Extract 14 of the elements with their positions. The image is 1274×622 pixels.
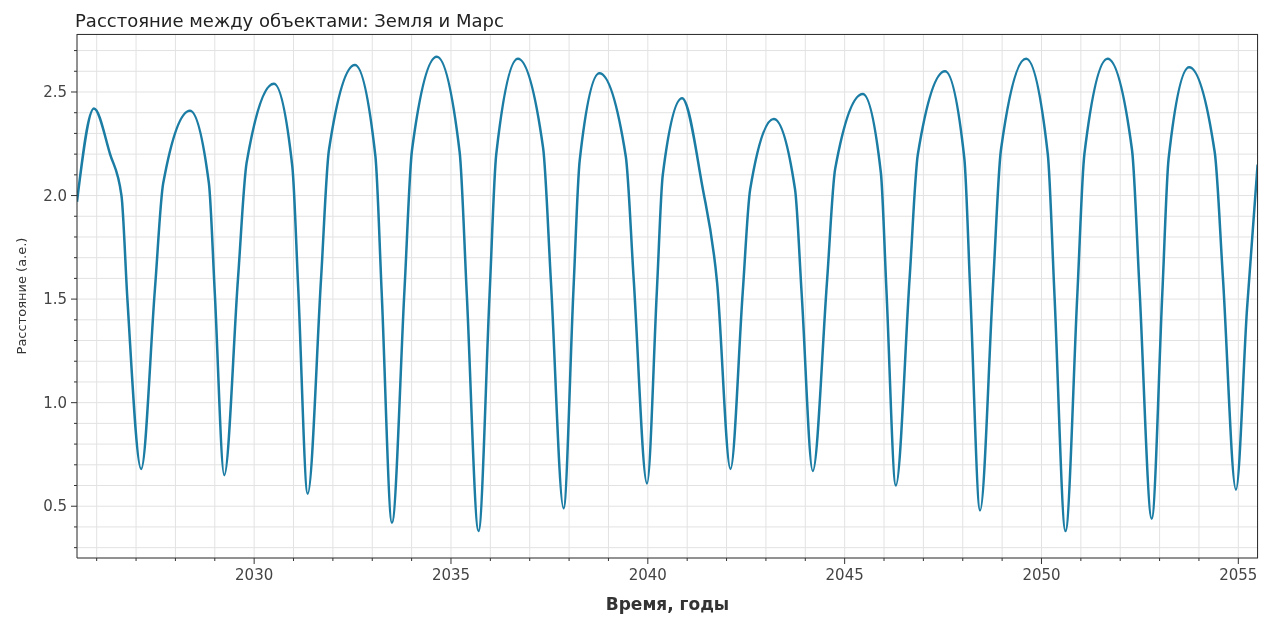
y-tick-label: 2.5: [43, 82, 67, 101]
chart-title: Расстояние между объектами: Земля и Марс: [75, 10, 504, 31]
x-tick-label: 2055: [1219, 566, 1258, 584]
x-tick-label: 2035: [431, 566, 471, 584]
x-tick-label: 2040: [628, 566, 667, 584]
x-tick-label: 2030: [235, 566, 274, 584]
y-axis-title: Расстояние (а.е.): [13, 237, 29, 355]
y-tick-label: 1.0: [43, 393, 67, 412]
x-tick-label: 2045: [825, 566, 864, 584]
y-tick-label: 2.0: [43, 186, 67, 205]
y-tick-label: 0.5: [43, 497, 67, 516]
x-tick-label: 2050: [1022, 566, 1061, 584]
y-tick-label: 1.5: [43, 290, 67, 309]
x-axis-title: Время, годы: [605, 594, 730, 614]
